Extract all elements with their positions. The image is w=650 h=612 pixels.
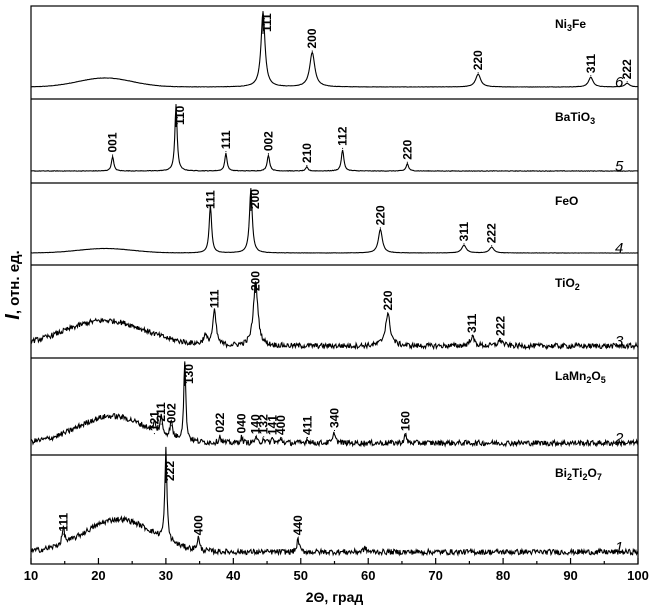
peak-label: 111 <box>203 190 217 209</box>
peak-label: 040 <box>234 413 248 433</box>
peak-label: 440 <box>291 515 305 535</box>
y-axis-unit: , отн. ед. <box>6 250 23 314</box>
phase-label: LaMn2O5 <box>555 369 606 385</box>
y-axis-label: I, отн. ед. <box>2 250 24 319</box>
x-axis-label: 2Θ, град <box>306 589 364 605</box>
diffraction-trace <box>30 11 639 88</box>
peak-label: 002 <box>164 403 178 423</box>
peak-label: 002 <box>261 131 275 151</box>
peak-label: 022 <box>213 412 227 432</box>
diffraction-trace <box>30 446 639 557</box>
y-axis-symbol: I <box>2 314 24 320</box>
peak-label: 112 <box>336 126 350 146</box>
curve-number: 5 <box>615 158 624 175</box>
peak-label: 220 <box>381 290 395 310</box>
phase-label: Bi2Ti2O7 <box>555 466 602 482</box>
phase-label: Ni3Fe <box>555 17 586 33</box>
peak-label: 311 <box>584 54 598 74</box>
x-tick-label: 80 <box>496 568 510 583</box>
peak-label: 111 <box>56 513 70 532</box>
phase-label: FeO <box>555 194 578 208</box>
panel-FeO: 111 200 220 311 222 FeO 4 <box>30 188 639 257</box>
x-tick-label: 40 <box>226 568 240 583</box>
diffraction-trace <box>30 188 639 254</box>
peak-label: 222 <box>493 316 507 336</box>
curve-number: 3 <box>615 333 624 350</box>
peak-label: 001 <box>106 132 120 152</box>
peak-label: 111 <box>207 289 221 308</box>
peak-label: 121 <box>147 411 161 431</box>
peak-label: 220 <box>373 205 387 225</box>
peak-label: 200 <box>305 28 319 48</box>
panel-BaTiO3: 001 110 111 002 210 112 220 BaTiO3 5 <box>30 104 639 175</box>
curve-number: 2 <box>614 430 624 447</box>
peak-label: 222 <box>163 461 177 481</box>
curve-number: 4 <box>615 240 623 257</box>
curve-number: 6 <box>615 74 624 91</box>
diffraction-panels: 111 200 220 311 222 Ni3Fe 6 001 110 111 002 210 112 2… <box>30 11 639 557</box>
peak-label: 200 <box>248 189 262 209</box>
peak-label: 400 <box>191 515 205 535</box>
peak-label: 311 <box>457 222 471 242</box>
peak-label: 132 <box>257 414 271 434</box>
diffraction-trace <box>30 282 639 351</box>
diffraction-trace <box>30 361 639 448</box>
peak-label: 111 <box>219 130 233 149</box>
curve-number: 1 <box>615 539 623 556</box>
peak-label: 340 <box>328 408 342 428</box>
peak-label: 110 <box>173 105 187 125</box>
x-tick-label: 70 <box>428 568 442 583</box>
peak-label: 222 <box>485 223 499 243</box>
panel-Bi2Ti2O7: 111 222 400 440 Bi2Ti2O7 1 <box>30 446 639 557</box>
plot-frame <box>30 5 639 565</box>
panel-TiO2: 111 200 220 311 222 TiO2 3 <box>30 271 639 351</box>
peak-label: 222 <box>620 59 634 79</box>
plot-border <box>30 5 639 565</box>
peak-label: 220 <box>471 50 485 70</box>
x-tick-label: 50 <box>294 568 308 583</box>
peak-label: 311 <box>465 313 479 333</box>
phase-label: TiO2 <box>555 276 580 292</box>
peak-label: 400 <box>274 415 288 435</box>
x-tick-label: 10 <box>24 568 38 583</box>
peak-label: 130 <box>182 364 196 384</box>
peak-label: 220 <box>400 139 414 159</box>
peak-label: 211 <box>154 402 168 422</box>
peak-label: 200 <box>249 271 263 291</box>
diffraction-trace <box>30 105 639 172</box>
x-tick-label: 90 <box>563 568 577 583</box>
x-tick-label: 60 <box>361 568 375 583</box>
x-tick-label: 30 <box>159 568 173 583</box>
panel-Ni3Fe: 111 200 220 311 222 Ni3Fe 6 <box>30 11 639 91</box>
phase-label: BaTiO3 <box>555 110 595 126</box>
peak-label: 160 <box>398 411 412 431</box>
x-tick-label: 20 <box>91 568 105 583</box>
peak-label: 141 <box>265 415 279 435</box>
x-tick-label: 100 <box>627 568 649 583</box>
peak-label: 210 <box>300 143 314 163</box>
peak-label: 140 <box>249 414 263 434</box>
peak-label: 411 <box>301 415 315 435</box>
peak-label: 111 <box>260 13 274 32</box>
x-axis: 10 20 30 40 50 60 70 80 90 100 <box>24 558 649 583</box>
